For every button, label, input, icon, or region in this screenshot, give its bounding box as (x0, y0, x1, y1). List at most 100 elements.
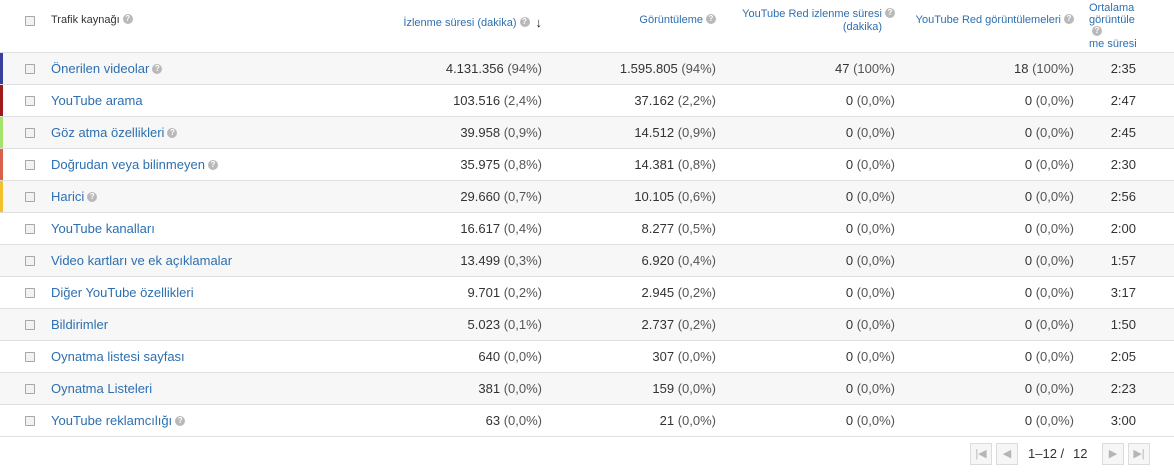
avg-duration-cell: 1:57 (1110, 253, 1136, 268)
help-icon[interactable]: ? (122, 14, 133, 25)
traffic-source-link[interactable]: Göz atma özellikleri? (51, 117, 178, 148)
avg-duration-cell: 2:05 (1110, 349, 1136, 364)
table-row: Oynatma Listeleri 381 (0,0%) 159 (0,0%) 0 (… (0, 373, 1174, 405)
first-page-icon[interactable]: |◀ (970, 443, 992, 465)
views-cell: 14.381 (0,8%) (634, 157, 716, 172)
red-watch-time-cell: 0 (0,0%) (845, 253, 895, 268)
series-color-bar (0, 117, 3, 148)
traffic-source-link[interactable]: Video kartları ve ek açıklamalar (51, 253, 233, 268)
traffic-source-link[interactable]: Bildirimler (51, 317, 109, 332)
row-checkbox[interactable] (25, 384, 35, 394)
views-cell: 10.105 (0,6%) (634, 189, 716, 204)
help-icon[interactable]: ? (1092, 26, 1102, 37)
help-icon[interactable]: ? (167, 127, 178, 138)
traffic-source-link[interactable]: Diğer YouTube özellikleri (51, 285, 194, 300)
red-watch-time-cell: 47 (100%) (834, 61, 895, 76)
traffic-source-link[interactable]: YouTube arama (51, 93, 143, 108)
watch-time-cell: 63 (0,0%) (485, 413, 542, 428)
avg-duration-cell: 2:56 (1110, 189, 1136, 204)
select-all-checkbox[interactable] (25, 16, 35, 26)
help-icon[interactable]: ? (885, 8, 895, 19)
traffic-source-link[interactable]: Doğrudan veya bilinmeyen? (51, 149, 218, 180)
watch-time-cell: 35.975 (0,8%) (460, 157, 542, 172)
prev-page-icon[interactable]: ◀ (996, 443, 1018, 465)
watch-time-cell: 381 (0,0%) (478, 381, 542, 396)
red-watch-time-cell: 0 (0,0%) (845, 189, 895, 204)
avg-duration-cell: 2:23 (1110, 381, 1136, 396)
page-total: 12 (1073, 446, 1088, 461)
traffic-source-link[interactable]: Önerilen videolar? (51, 53, 163, 84)
row-checkbox[interactable] (25, 192, 35, 202)
views-cell: 159 (0,0%) (652, 381, 716, 396)
traffic-source-link[interactable]: YouTube reklamcılığı? (51, 405, 186, 436)
watch-time-cell: 640 (0,0%) (478, 349, 542, 364)
avg-duration-cell: 3:17 (1110, 285, 1136, 300)
row-checkbox[interactable] (25, 160, 35, 170)
table-body: Önerilen videolar? 4.131.356 (94%) 1.595.8… (0, 53, 1174, 437)
views-cell: 1.595.805 (94%) (619, 61, 716, 76)
page-range: 1–12 / (1028, 446, 1065, 461)
table-row: Bildirimler 5.023 (0,1%) 2.737 (0,2%) 0 (0,… (0, 309, 1174, 341)
traffic-source-link[interactable]: Oynatma Listeleri (51, 381, 153, 396)
pagination: |◀ ◀ 1–12 / 12 ▶ ▶| (970, 443, 1150, 467)
header-red-watch-time[interactable]: YouTube Red izlenme süresi? (dakika) (742, 8, 895, 34)
help-icon[interactable]: ? (207, 159, 218, 170)
traffic-source-link[interactable]: YouTube kanalları (51, 221, 155, 236)
header-avg-view-duration[interactable]: Ortalama görüntüle? me süresi (1089, 2, 1137, 50)
avg-duration-cell: 2:45 (1110, 125, 1136, 140)
header-views[interactable]: Görüntüleme? (639, 14, 716, 26)
row-checkbox[interactable] (25, 64, 35, 74)
watch-time-cell: 103.516 (2,4%) (453, 93, 542, 108)
views-cell: 307 (0,0%) (652, 349, 716, 364)
row-checkbox[interactable] (25, 288, 35, 298)
help-icon[interactable]: ? (175, 415, 186, 426)
traffic-source-link[interactable]: Harici? (51, 181, 98, 212)
red-watch-time-cell: 0 (0,0%) (845, 349, 895, 364)
views-cell: 21 (0,0%) (659, 413, 716, 428)
series-color-bar (0, 149, 3, 180)
watch-time-cell: 29.660 (0,7%) (460, 189, 542, 204)
help-icon[interactable]: ? (87, 191, 98, 202)
table-row: Göz atma özellikleri? 39.958 (0,9%) 14.512… (0, 117, 1174, 149)
red-watch-time-cell: 0 (0,0%) (845, 93, 895, 108)
help-icon[interactable]: ? (1064, 14, 1074, 25)
help-icon[interactable]: ? (519, 17, 530, 28)
red-watch-time-cell: 0 (0,0%) (845, 413, 895, 428)
series-color-bar (0, 53, 3, 84)
row-checkbox[interactable] (25, 320, 35, 330)
avg-duration-cell: 1:50 (1110, 317, 1136, 332)
help-icon[interactable]: ? (152, 63, 163, 74)
row-checkbox[interactable] (25, 352, 35, 362)
row-checkbox[interactable] (25, 416, 35, 426)
header-red-views[interactable]: YouTube Red görüntülemeleri? (916, 14, 1074, 26)
red-views-cell: 0 (0,0%) (1024, 253, 1074, 268)
last-page-icon[interactable]: ▶| (1128, 443, 1150, 465)
red-views-cell: 18 (100%) (1013, 61, 1074, 76)
sort-down-arrow-icon: ↓ (535, 15, 543, 30)
header-traffic-source[interactable]: Trafik kaynağı? (51, 14, 133, 26)
red-views-cell: 0 (0,0%) (1024, 93, 1074, 108)
watch-time-cell: 13.499 (0,3%) (460, 253, 542, 268)
row-checkbox[interactable] (25, 128, 35, 138)
views-cell: 2.737 (0,2%) (641, 317, 716, 332)
table-row: Video kartları ve ek açıklamalar 13.499 (… (0, 245, 1174, 277)
row-checkbox[interactable] (25, 96, 35, 106)
series-color-bar (0, 181, 3, 212)
row-checkbox[interactable] (25, 224, 35, 234)
header-watch-time[interactable]: İzlenme süresi (dakika)? ↓ (403, 15, 543, 30)
red-watch-time-cell: 0 (0,0%) (845, 221, 895, 236)
table-row: YouTube kanalları 16.617 (0,4%) 8.277 (0,5… (0, 213, 1174, 245)
watch-time-cell: 5.023 (0,1%) (467, 317, 542, 332)
traffic-sources-table: Trafik kaynağı? İzlenme süresi (dakika)?… (0, 0, 1174, 437)
row-checkbox[interactable] (25, 256, 35, 266)
red-views-cell: 0 (0,0%) (1024, 349, 1074, 364)
table-row: Harici? 29.660 (0,7%) 10.105 (0,6%) 0 (0,0%… (0, 181, 1174, 213)
red-views-cell: 0 (0,0%) (1024, 189, 1074, 204)
help-icon[interactable]: ? (706, 14, 716, 25)
traffic-source-link[interactable]: Oynatma listesi sayfası (51, 349, 185, 364)
watch-time-cell: 16.617 (0,4%) (460, 221, 542, 236)
red-views-cell: 0 (0,0%) (1024, 125, 1074, 140)
next-page-icon[interactable]: ▶ (1102, 443, 1124, 465)
views-cell: 6.920 (0,4%) (641, 253, 716, 268)
avg-duration-cell: 2:35 (1110, 61, 1136, 76)
